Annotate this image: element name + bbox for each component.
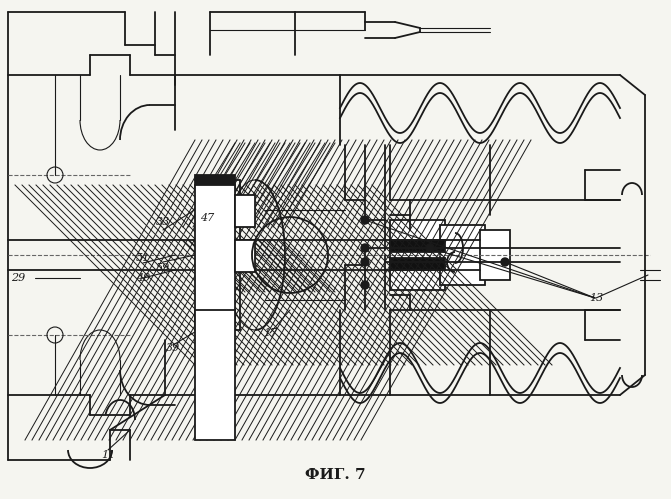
Text: 47: 47	[200, 213, 214, 223]
Circle shape	[361, 216, 369, 224]
Bar	[390, 258, 445, 270]
Bar	[480, 230, 510, 280]
Circle shape	[361, 258, 369, 266]
Bar	[235, 240, 255, 272]
Circle shape	[361, 244, 369, 252]
Bar	[390, 220, 445, 290]
Circle shape	[426, 244, 434, 252]
Bar	[195, 185, 235, 325]
Text: 51: 51	[136, 253, 150, 263]
Circle shape	[361, 281, 369, 289]
Bar	[440, 225, 485, 285]
Bar	[390, 240, 445, 252]
Text: 17: 17	[263, 328, 277, 338]
Circle shape	[501, 258, 509, 266]
Bar	[195, 175, 235, 187]
Text: 13: 13	[589, 293, 603, 303]
Text: 29: 29	[11, 273, 25, 283]
Text: 11: 11	[101, 450, 115, 460]
Text: 39: 39	[166, 343, 180, 353]
Text: 59: 59	[156, 263, 170, 273]
Bar	[235, 195, 255, 227]
Text: 49: 49	[136, 273, 150, 283]
Bar	[195, 310, 235, 322]
Text: 33: 33	[156, 217, 170, 227]
Bar	[195, 310, 235, 440]
Text: ФИГ. 7: ФИГ. 7	[305, 468, 365, 482]
